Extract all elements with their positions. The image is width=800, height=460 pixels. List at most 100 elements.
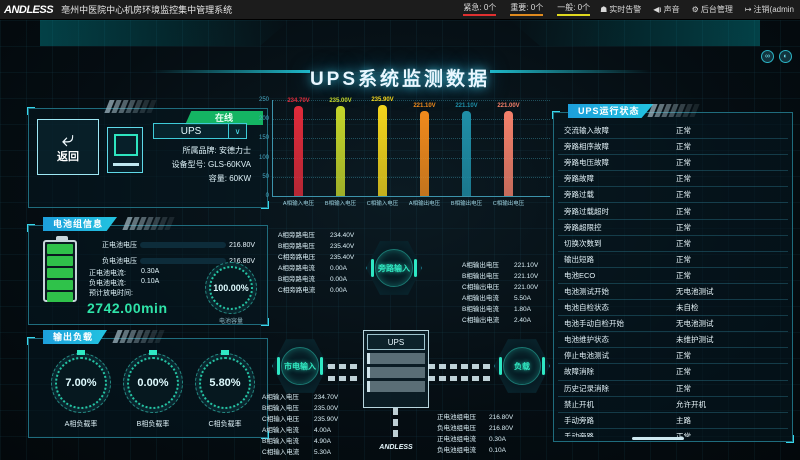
status-row[interactable]: 旁路相序故障 正常 [558, 139, 788, 156]
status-row[interactable]: 旁路电压故障 正常 [558, 155, 788, 172]
chevron-down-icon: ∨ [228, 124, 246, 138]
bar-category-label: A相输出电压 [408, 201, 441, 207]
status-value: 正常 [676, 383, 691, 393]
data-row: B相旁路电流 0.00A [278, 274, 372, 285]
status-key: 手动旁路 [564, 415, 594, 425]
status-value: 正常 [676, 351, 691, 361]
status-row[interactable]: 禁止开机 允许开机 [558, 397, 788, 413]
data-key: A相输出电压 [462, 262, 499, 269]
output-data-block: A相输出电压 221.10V B相输出电压 221.10V C相输出电压 221.00V A… [462, 260, 556, 326]
data-row: B相输入电压 235.00V [262, 403, 356, 414]
gear-icon: ⚙ [691, 5, 699, 14]
alarm-counter-2[interactable]: 一般: 0个 [557, 2, 591, 18]
back-arrow-icon: ⤶ [61, 126, 75, 151]
bar-value-label: 221.10V [455, 103, 478, 110]
top-bar: ANDLESS 亳州中医院中心机房环境监控集中管理系统 紧急: 0个 重要: 0个… [0, 0, 800, 20]
data-value: 221.10V [514, 273, 539, 280]
alarm-counter-1[interactable]: 重要: 0个 [510, 2, 544, 18]
share-icons: ∞ ◐ [761, 50, 792, 63]
status-key: 停止电池测试 [564, 351, 609, 361]
status-row[interactable]: 历史记录消除 正常 [558, 381, 788, 397]
status-row[interactable]: 旁路过载超时 正常 [558, 203, 788, 220]
data-value: 234.70V [314, 394, 339, 401]
status-row[interactable]: 电池自检状态 未自检 [558, 300, 788, 317]
battery-bar-1: 负电池电压 216.80V [91, 256, 263, 266]
bar-value-label: 234.70V [287, 97, 310, 104]
status-row[interactable]: 手动旁路 主路 [558, 413, 788, 429]
status-row[interactable]: 输出短路 正常 [558, 252, 788, 268]
data-key: C相输出电流 [462, 317, 500, 324]
device-select[interactable]: UPS ∨ [153, 123, 247, 139]
gridline [272, 100, 550, 101]
status-value: 正常 [676, 158, 691, 168]
status-row[interactable]: 电池ECO 正常 [558, 268, 788, 284]
ups-cabinet[interactable]: UPS [363, 330, 429, 408]
device-model: 设备型号: GLS-60KVA [171, 160, 251, 169]
share-icon[interactable]: ∞ [761, 50, 774, 63]
nav-label: 实时告警 [609, 5, 642, 14]
bar-value: 216.80V [229, 241, 256, 249]
bar-value: 216.80V [229, 257, 256, 265]
nav-logout[interactable]: ↦ 注销(admin [745, 4, 794, 15]
top-nav: ☗ 实时告警 ◀ı 声音 ⚙ 后台管理 ↦ 注销(admin [600, 4, 800, 15]
load-node[interactable]: 负载 [494, 338, 550, 394]
status-row[interactable]: 电池测试开始 无电池测试 [558, 284, 788, 301]
load-gauge-0: 7.00% [51, 350, 111, 413]
data-key: B相输出电压 [462, 273, 499, 280]
status-row[interactable]: 切换次数到 正常 [558, 236, 788, 252]
battery-panel: 电池组信息 正电池电压 216.80V 负电池电压 216.80V 正电池电流: 0.… [27, 217, 269, 326]
nav-speaker[interactable]: ◀ı 声音 [653, 4, 679, 15]
status-row[interactable]: 故障消除 正常 [558, 364, 788, 381]
input-data-block: A相输入电压 234.70V B相输入电压 235.00V C相输入电压 235.90V A… [262, 392, 356, 458]
status-row[interactable]: 旁路故障 正常 [558, 171, 788, 188]
status-key: 旁路过载 [564, 190, 594, 200]
data-value: 0.00A [330, 287, 347, 294]
bypass-input-node[interactable]: 旁路输入 [366, 240, 422, 296]
alarm-counter-0[interactable]: 紧急: 0个 [463, 2, 497, 18]
status-key: 输出短路 [564, 254, 594, 264]
back-button[interactable]: ⤶ 返回 [37, 119, 99, 175]
gridline [272, 138, 550, 140]
status-row[interactable]: 旁路过载 正常 [558, 187, 788, 204]
x-axis [272, 196, 550, 197]
chart-bar: 221.10V B相输出电压 [451, 103, 482, 207]
status-row[interactable]: 电池手动自检开始 无电池测试 [558, 316, 788, 333]
mains-input-node[interactable]: 市电输入 [272, 338, 328, 394]
data-row: C相输入电压 235.90V [262, 414, 356, 425]
load-gauge-1: 0.00% [123, 350, 183, 413]
status-list[interactable]: 交流输入故障 正常 旁路相序故障 正常 旁路电压故障 正常 旁路故障 正常 旁路过载 正常 旁路过载… [558, 123, 788, 437]
status-scrollbar[interactable] [632, 437, 684, 440]
status-key: 旁路超限控 [564, 222, 602, 232]
status-row[interactable]: 交流输入故障 正常 [558, 123, 788, 140]
data-value: 5.30A [314, 449, 331, 456]
bar-value-label: 235.90V [371, 97, 394, 104]
data-row: A相输出电压 221.10V [462, 260, 556, 271]
status-value: 未自检 [676, 303, 699, 313]
chart-icon[interactable]: ◐ [779, 50, 792, 63]
load-gauge-label: A相负载率 [64, 421, 98, 428]
ups-device-icon [107, 127, 143, 173]
data-value: 0.30A [489, 436, 506, 443]
status-key: 历史记录消除 [564, 383, 609, 393]
chart-bar: 235.90V C相输入电压 [367, 97, 398, 207]
status-key: 电池自检状态 [564, 303, 609, 313]
chart-bar: 234.70V A相输入电压 [283, 98, 314, 207]
nav-gear[interactable]: ⚙ 后台管理 [692, 4, 733, 15]
data-key: C相输入电压 [262, 416, 300, 423]
status-row[interactable]: 旁路超限控 正常 [558, 220, 788, 236]
data-key: 负电池组电流 [437, 447, 476, 454]
status-row[interactable]: 手动旁路 正常 [558, 429, 788, 437]
nav-bell[interactable]: ☗ 实时告警 [600, 4, 641, 15]
status-value: 正常 [676, 431, 691, 437]
chart-bar: 221.00V C相输出电压 [493, 103, 524, 207]
y-axis-tick: 0 [265, 193, 269, 199]
data-key: C相输入电流 [262, 449, 300, 456]
data-row: A相输出电流 5.50A [462, 293, 556, 304]
bar-category-label: A相输入电压 [282, 201, 315, 207]
data-value: 221.10V [514, 262, 539, 269]
ups-cabinet-label: UPS [367, 334, 425, 350]
back-label: 返回 [57, 151, 79, 163]
data-row: C相旁路电流 0.00A [278, 285, 372, 296]
status-row[interactable]: 停止电池测试 正常 [558, 348, 788, 365]
status-row[interactable]: 电池维护状态 未维护测试 [558, 332, 788, 349]
